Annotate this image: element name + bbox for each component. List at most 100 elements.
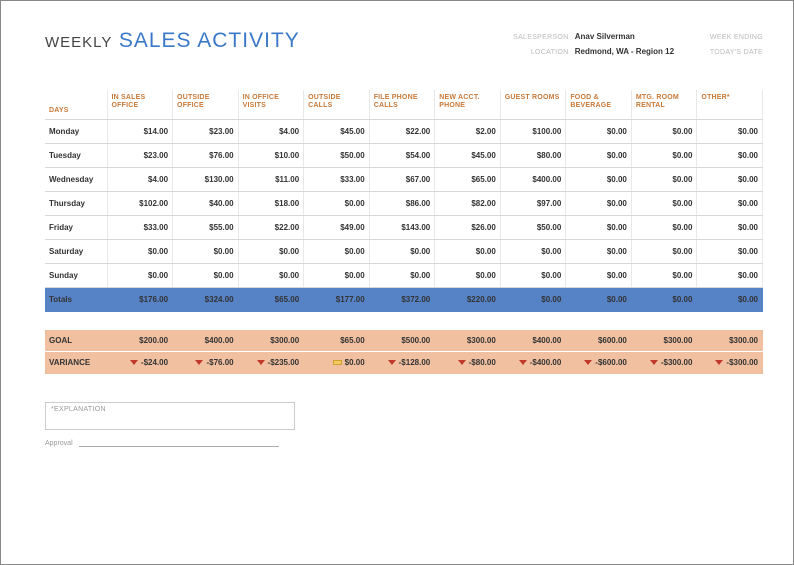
cell-value: $2.00 [435, 120, 501, 144]
cell-value: $0.00 [631, 120, 697, 144]
variance-text: -$600.00 [595, 358, 627, 367]
arrow-down-icon [257, 360, 265, 365]
col-file-phone-calls: FILE PHONE CALLS [369, 90, 435, 120]
cell-value: $0.00 [631, 144, 697, 168]
table-row: Sunday$0.00$0.00$0.00$0.00$0.00$0.00$0.0… [45, 264, 763, 288]
totals-value: $176.00 [107, 288, 173, 312]
table-row: Wednesday$4.00$130.00$11.00$33.00$67.00$… [45, 168, 763, 192]
day-label: Tuesday [45, 144, 107, 168]
col-in-sales-office: IN SALES OFFICE [107, 90, 173, 120]
totals-value: $0.00 [631, 288, 697, 312]
week-ending-label: WEEK ENDING [693, 31, 763, 44]
cell-value: $49.00 [304, 216, 370, 240]
cell-value: $0.00 [697, 192, 763, 216]
cell-value: $0.00 [369, 264, 435, 288]
arrow-down-icon [458, 360, 466, 365]
location-value: Redmond, WA - Region 12 [571, 44, 691, 59]
cell-value: $50.00 [500, 216, 566, 240]
variance-label: VARIANCE [45, 352, 107, 374]
cell-value: $0.00 [435, 240, 501, 264]
goal-label: GOAL [45, 330, 107, 352]
cell-value: $65.00 [435, 168, 501, 192]
variance-value: -$300.00 [631, 352, 697, 374]
cell-value: $14.00 [107, 120, 173, 144]
cell-value: $0.00 [697, 120, 763, 144]
cell-value: $26.00 [435, 216, 501, 240]
variance-text: -$400.00 [530, 358, 562, 367]
cell-value: $0.00 [566, 168, 632, 192]
day-label: Friday [45, 216, 107, 240]
totals-value: $324.00 [173, 288, 239, 312]
cell-value: $0.00 [697, 168, 763, 192]
variance-value: -$235.00 [238, 352, 304, 374]
table-row: Thursday$102.00$40.00$18.00$0.00$86.00$8… [45, 192, 763, 216]
cell-value: $0.00 [631, 216, 697, 240]
cell-value: $97.00 [500, 192, 566, 216]
cell-value: $102.00 [107, 192, 173, 216]
day-label: Wednesday [45, 168, 107, 192]
title-main: SALES ACTIVITY [119, 29, 300, 53]
totals-value: $0.00 [566, 288, 632, 312]
location-label: LOCATION [509, 46, 569, 59]
variance-text: $0.00 [345, 358, 365, 367]
cell-value: $0.00 [566, 264, 632, 288]
day-label: Thursday [45, 192, 107, 216]
cell-value: $55.00 [173, 216, 239, 240]
day-label: Saturday [45, 240, 107, 264]
col-mtg-room-rental: MTG. ROOM RENTAL [631, 90, 697, 120]
approval-label: Approval [45, 440, 73, 447]
cell-value: $33.00 [107, 216, 173, 240]
totals-value: $220.00 [435, 288, 501, 312]
explanation-box[interactable]: *EXPLANATION [45, 402, 295, 430]
cell-value: $23.00 [107, 144, 173, 168]
variance-text: -$76.00 [206, 358, 233, 367]
cell-value: $400.00 [500, 168, 566, 192]
table-row: Monday$14.00$23.00$4.00$45.00$22.00$2.00… [45, 120, 763, 144]
approval-line [79, 446, 279, 447]
cell-value: $100.00 [500, 120, 566, 144]
cell-value: $4.00 [107, 168, 173, 192]
goal-value: $300.00 [697, 330, 763, 352]
cell-value: $0.00 [435, 264, 501, 288]
goal-row: GOAL$200.00$400.00$300.00$65.00$500.00$3… [45, 330, 763, 352]
cell-value: $80.00 [500, 144, 566, 168]
cell-value: $0.00 [107, 240, 173, 264]
salesperson-value: Anav Silverman [571, 29, 691, 44]
variance-text: -$300.00 [726, 358, 758, 367]
cell-value: $0.00 [238, 264, 304, 288]
cell-value: $0.00 [566, 192, 632, 216]
variance-row: VARIANCE-$24.00-$76.00-$235.00$0.00-$128… [45, 352, 763, 374]
variance-value: -$300.00 [697, 352, 763, 374]
cell-value: $0.00 [566, 120, 632, 144]
cell-value: $0.00 [173, 240, 239, 264]
arrow-down-icon [519, 360, 527, 365]
cell-value: $86.00 [369, 192, 435, 216]
goal-value: $200.00 [107, 330, 173, 352]
col-other: OTHER* [697, 90, 763, 120]
table-header-row: DAYS IN SALES OFFICE OUTSIDE OFFICE IN O… [45, 90, 763, 120]
cell-value: $23.00 [173, 120, 239, 144]
totals-row: Totals$176.00$324.00$65.00$177.00$372.00… [45, 288, 763, 312]
totals-value: $372.00 [369, 288, 435, 312]
cell-value: $0.00 [631, 168, 697, 192]
cell-value: $0.00 [697, 144, 763, 168]
col-guest-rooms: GUEST ROOMS [500, 90, 566, 120]
goal-value: $300.00 [435, 330, 501, 352]
col-food-beverage: FOOD & BEVERAGE [566, 90, 632, 120]
cell-value: $0.00 [304, 192, 370, 216]
header: WEEKLY SALES ACTIVITY SALESPERSON Anav S… [45, 29, 763, 60]
cell-value: $22.00 [369, 120, 435, 144]
goal-value: $600.00 [566, 330, 632, 352]
cell-value: $0.00 [500, 264, 566, 288]
variance-value: -$76.00 [173, 352, 239, 374]
cell-value: $50.00 [304, 144, 370, 168]
cell-value: $10.00 [238, 144, 304, 168]
col-outside-calls: OUTSIDE CALLS [304, 90, 370, 120]
cell-value: $18.00 [238, 192, 304, 216]
cell-value: $22.00 [238, 216, 304, 240]
col-in-office-visits: IN OFFICE VISITS [238, 90, 304, 120]
cell-value: $54.00 [369, 144, 435, 168]
title-prefix: WEEKLY [45, 34, 112, 51]
cell-value: $0.00 [369, 240, 435, 264]
cell-value: $0.00 [238, 240, 304, 264]
